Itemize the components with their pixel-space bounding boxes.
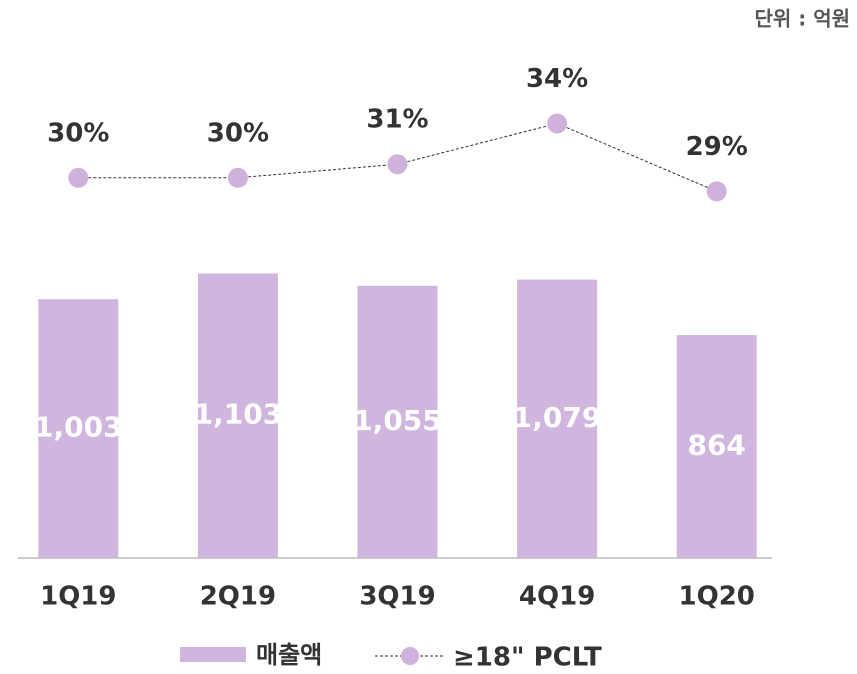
line-point	[547, 113, 568, 134]
line-value-label: 31%	[366, 105, 428, 135]
bar-value-label: 1,079	[513, 401, 602, 434]
line-value-label: 29%	[686, 132, 748, 162]
bar	[676, 335, 757, 558]
line	[78, 122, 717, 192]
bar-value-label: 1,055	[353, 404, 442, 437]
line-value-label: 30%	[47, 118, 109, 148]
line-point	[227, 167, 248, 188]
line-point	[706, 181, 727, 202]
line-point	[68, 167, 89, 188]
bar	[38, 299, 119, 558]
line-point	[387, 154, 408, 175]
legend-label: 매출액	[256, 641, 322, 669]
x-tick-label: 4Q19	[519, 582, 595, 612]
legend-dot	[401, 647, 419, 665]
bar-value-label: 864	[687, 429, 745, 462]
bar	[197, 273, 278, 558]
legend-swatch	[180, 647, 246, 662]
legend-label: ≥18" PCLT	[453, 643, 602, 673]
x-tick-label: 1Q19	[40, 582, 116, 612]
line-value-label: 34%	[526, 64, 588, 94]
line-value-label: 30%	[207, 118, 269, 148]
x-tick-label: 1Q20	[679, 582, 755, 612]
bar	[517, 279, 598, 558]
unit-note: 단위 : 억원	[754, 7, 850, 31]
bar-value-label: 1,003	[34, 411, 123, 444]
x-tick-label: 3Q19	[359, 582, 435, 612]
bar-value-label: 1,103	[194, 398, 283, 431]
bar	[357, 285, 438, 558]
x-tick-label: 2Q19	[200, 582, 276, 612]
